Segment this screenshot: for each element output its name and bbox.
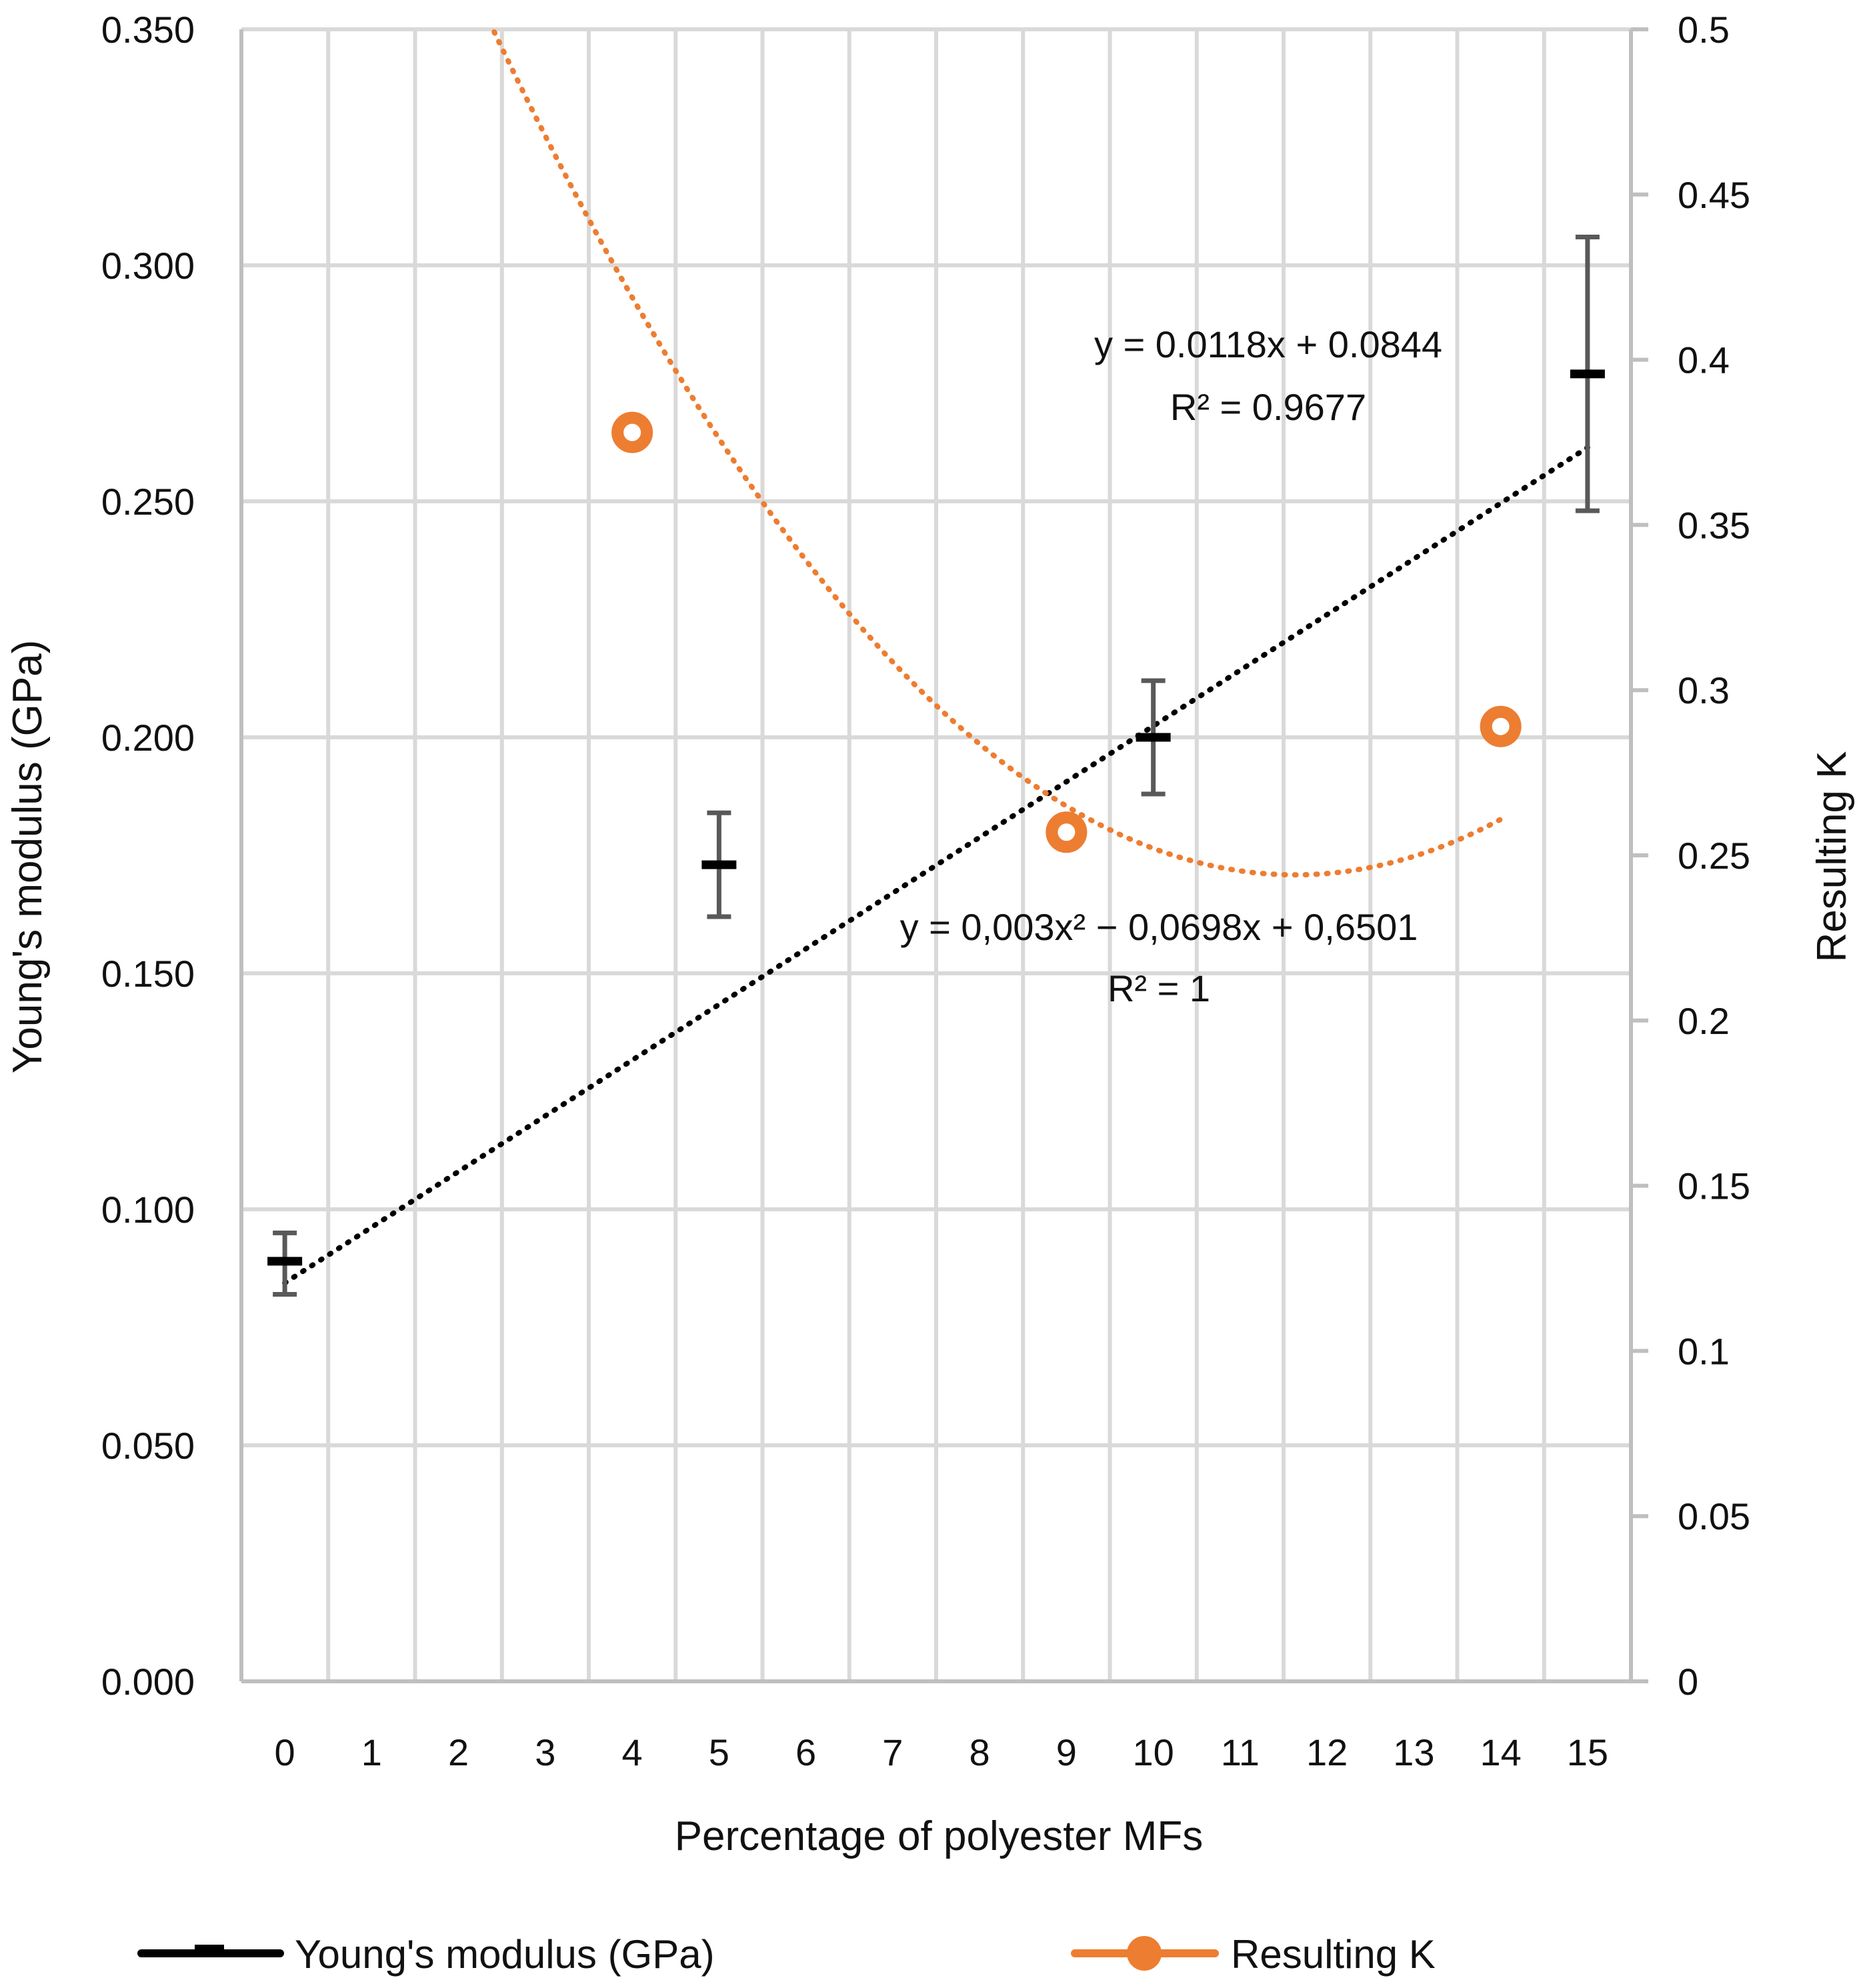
y2-tick-label: 0.2: [1678, 1000, 1730, 1042]
y-tick-label: 0.350: [101, 9, 195, 51]
y-tick-label: 0.200: [101, 717, 195, 759]
legend-k-marker: [1127, 1936, 1162, 1971]
x-tick-label: 6: [795, 1731, 816, 1773]
y-tick-label: 0.150: [101, 953, 195, 995]
k-point: [1480, 705, 1522, 747]
x-tick-label: 5: [709, 1731, 729, 1773]
legend: Young's modulus (GPa) Resulting K: [137, 1932, 1436, 1977]
y2-tick-label: 0.1: [1678, 1330, 1730, 1372]
x-tick-label: 2: [448, 1731, 469, 1773]
y-tick-label: 0.100: [101, 1189, 195, 1231]
y2-axis-title: Resulting K: [1809, 751, 1855, 962]
y-tick-label: 0.050: [101, 1425, 195, 1467]
x-tick-label: 7: [882, 1731, 903, 1773]
x-axis-title: Percentage of polyester MFs: [675, 1813, 1204, 1859]
k-trendline: [489, 29, 1504, 878]
grid: [241, 27, 1633, 1681]
tick-labels: 0.0000.0500.1000.1500.2000.2500.3000.350…: [101, 9, 1750, 1773]
x-tick-label: 15: [1567, 1731, 1608, 1773]
x-tick-label: 3: [535, 1731, 555, 1773]
x-tick-label: 1: [361, 1731, 382, 1773]
linear-equation-label: y = 0.0118x + 0.0844: [1094, 323, 1442, 365]
x-tick-label: 13: [1393, 1731, 1434, 1773]
y2-tick-label: 0.45: [1678, 174, 1750, 216]
legend-youngs-label: Young's modulus (GPa): [295, 1932, 715, 1977]
poly-r2-label: R² = 1: [1108, 967, 1210, 1009]
y2-tick-label: 0.3: [1678, 669, 1730, 711]
x-tick-label: 11: [1221, 1731, 1260, 1773]
linear-r2-label: R² = 0.9677: [1170, 386, 1366, 428]
legend-item-youngs-modulus[interactable]: Young's modulus (GPa): [137, 1932, 715, 1977]
y-axis-title: Young's modulus (GPa): [5, 640, 51, 1074]
y2-tick-label: 0.5: [1678, 9, 1730, 51]
legend-item-resulting-k[interactable]: Resulting K: [1071, 1932, 1436, 1977]
x-tick-label: 12: [1306, 1731, 1348, 1773]
x-tick-label: 0: [275, 1731, 295, 1773]
k-point: [611, 411, 653, 453]
youngs-trendline: [282, 445, 1590, 1286]
x-tick-label: 8: [970, 1731, 990, 1773]
x-tick-label: 10: [1132, 1731, 1174, 1773]
legend-k-label: Resulting K: [1231, 1932, 1436, 1977]
chart-marks: [267, 29, 1605, 1297]
y2-tick-label: 0.35: [1678, 504, 1750, 546]
x-tick-label: 14: [1480, 1731, 1521, 1773]
y2-tick-label: 0.05: [1678, 1495, 1750, 1537]
y2-tick-label: 0: [1678, 1661, 1698, 1703]
x-tick-label: 9: [1056, 1731, 1077, 1773]
axes: [239, 27, 1648, 1683]
x-tick-label: 4: [622, 1731, 643, 1773]
k-point: [1046, 811, 1088, 853]
y-tick-label: 0.300: [101, 245, 195, 287]
y2-tick-label: 0.4: [1678, 339, 1730, 381]
y-tick-label: 0.250: [101, 481, 195, 523]
y-tick-label: 0.000: [101, 1661, 195, 1703]
y2-tick-label: 0.25: [1678, 835, 1750, 877]
poly-equation-label: y = 0,003x² − 0,0698x + 0,6501: [900, 906, 1418, 948]
y2-tick-label: 0.15: [1678, 1165, 1750, 1207]
